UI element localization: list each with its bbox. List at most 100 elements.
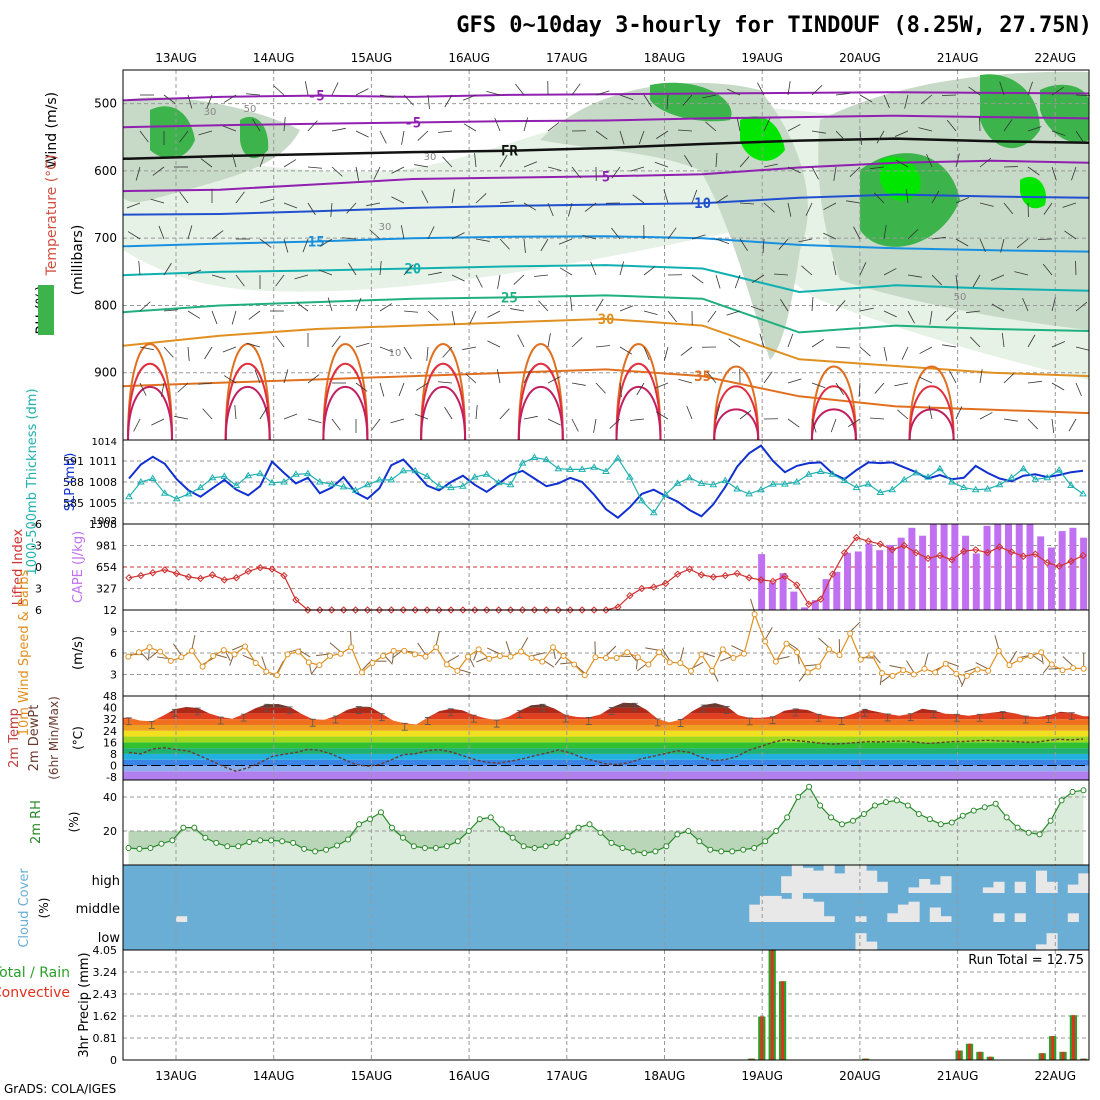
rh2m-point xyxy=(707,846,714,853)
thickness-point xyxy=(423,472,431,479)
thickness-point xyxy=(637,496,646,504)
wind-barb xyxy=(179,130,189,143)
wind-barb xyxy=(223,94,237,103)
wind10-point xyxy=(273,672,280,679)
temp-tick: 32 xyxy=(103,713,117,726)
rh2m-tick: 20 xyxy=(103,825,117,838)
wind10-point xyxy=(252,660,259,667)
rh2m-point xyxy=(948,819,955,826)
wind-barb xyxy=(870,166,885,170)
cloud-cell xyxy=(929,884,941,893)
temp-minmax-bar xyxy=(470,714,477,723)
wind10-point xyxy=(157,648,164,655)
wind-barb xyxy=(414,413,429,420)
wind-barb xyxy=(919,376,933,384)
wind10-barb xyxy=(906,660,915,673)
thickness-point xyxy=(494,478,503,486)
wind-barb xyxy=(415,382,429,391)
wind10-point xyxy=(549,644,556,651)
temp-tick: 48 xyxy=(103,690,117,703)
wind-barb xyxy=(1027,334,1036,348)
li-point xyxy=(805,600,813,608)
cape-bar xyxy=(768,582,776,610)
temp-contour-loop xyxy=(420,362,467,441)
temp-units: (°C) xyxy=(71,726,85,750)
cloud-level-label: middle xyxy=(76,902,120,917)
rh2m-point xyxy=(1014,824,1021,831)
cloud-cell xyxy=(1046,881,1058,893)
wind-barb xyxy=(283,117,286,132)
wind-barb xyxy=(926,153,933,168)
wind-barb xyxy=(187,346,190,361)
wind10-point xyxy=(242,643,249,650)
wind-barb xyxy=(462,346,477,351)
wind-barb xyxy=(246,342,261,348)
rh2m-point xyxy=(169,837,176,844)
wind-barb xyxy=(259,198,274,204)
wind10-barb xyxy=(994,635,1000,649)
rh2m-point xyxy=(839,821,846,828)
wind10-point xyxy=(783,640,790,647)
wind-barb xyxy=(465,373,477,384)
temp-minmax-bar xyxy=(309,718,316,727)
wind-barb xyxy=(391,196,405,204)
wind10-point xyxy=(1006,662,1013,669)
thickness-point xyxy=(447,483,455,491)
rh2m-point xyxy=(454,838,461,845)
wind-barb xyxy=(643,266,656,276)
temp-minmax-bar xyxy=(286,706,293,715)
wind-barb xyxy=(663,189,669,204)
wind10-barb xyxy=(261,656,267,670)
cloud-cell xyxy=(844,865,856,893)
li-point xyxy=(912,548,920,557)
li-tick: 0 xyxy=(35,561,42,574)
temp-minmax-bar xyxy=(332,715,339,724)
wind-barb xyxy=(859,94,873,103)
cape-bar xyxy=(854,551,862,610)
wind10-point xyxy=(475,646,482,653)
cape-label: CAPE (J/kg) xyxy=(71,531,86,603)
temp-band xyxy=(123,736,1089,743)
wind-barb xyxy=(823,232,837,240)
li-point xyxy=(1031,550,1040,558)
wind-barb xyxy=(487,310,501,318)
rh2m-point xyxy=(849,817,856,824)
cloud-cell xyxy=(813,901,825,922)
rh2m-point xyxy=(926,816,933,823)
wind-barb xyxy=(487,340,501,348)
temp-minmax-bar xyxy=(884,713,891,722)
li-point xyxy=(1079,551,1087,560)
thickness-point xyxy=(518,459,527,466)
isotherm-line xyxy=(122,294,1090,334)
wind10-point xyxy=(1038,649,1045,656)
wind-barb xyxy=(811,382,826,389)
wind-barb xyxy=(547,166,562,172)
temp-tick: 16 xyxy=(103,736,117,749)
thickness-point xyxy=(924,473,932,480)
li-point xyxy=(638,584,646,593)
wind10-point xyxy=(804,669,811,676)
cape-bar xyxy=(1080,537,1088,610)
thickness-point xyxy=(184,489,193,497)
wind-barb xyxy=(273,85,285,96)
wind-barb xyxy=(691,274,704,284)
wind-barb xyxy=(366,202,381,207)
wind-barb xyxy=(499,238,510,250)
temp-minmax-bar xyxy=(493,719,500,728)
wind10-point xyxy=(305,659,312,666)
temp-contour-loop xyxy=(224,343,271,441)
wind-barb xyxy=(728,338,741,348)
wind-barb xyxy=(1003,119,1013,132)
wind-barb xyxy=(283,238,289,253)
wind-barb xyxy=(403,94,414,106)
wind-barb xyxy=(475,405,478,420)
wind-barb xyxy=(780,299,789,312)
wind-tick: 6 xyxy=(110,647,117,660)
wind-barb xyxy=(920,94,933,105)
wind-barb xyxy=(283,202,298,209)
wind-barb xyxy=(955,197,970,204)
rh2m-point xyxy=(762,838,769,845)
cloud-cell xyxy=(823,916,835,922)
thickness-point xyxy=(1067,481,1075,488)
